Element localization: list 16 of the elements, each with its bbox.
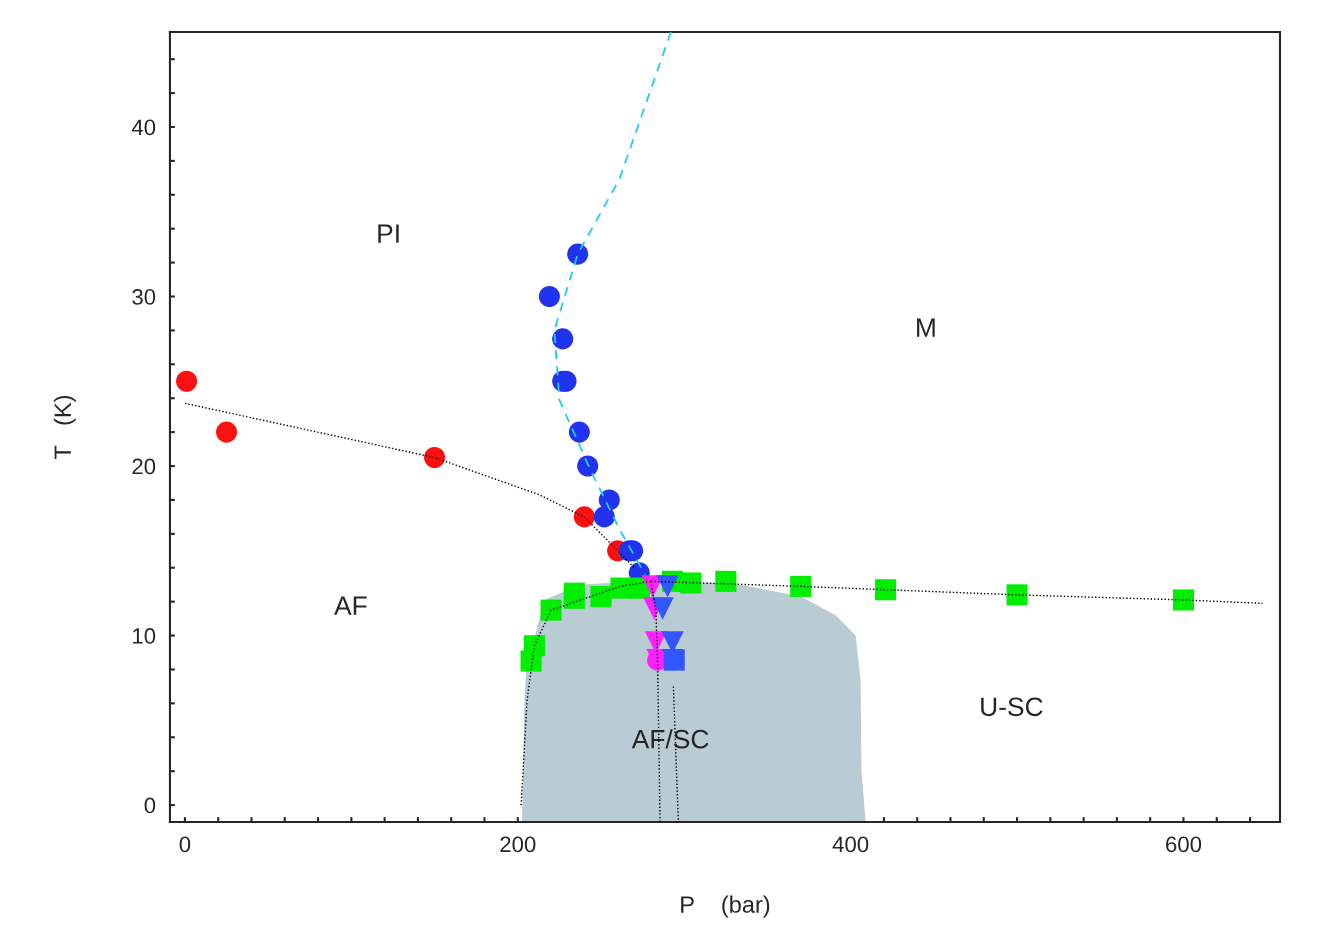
y-tick-label: 40 <box>131 119 156 136</box>
annotation: PI <box>378 224 399 243</box>
y-tick-label: 20 <box>132 458 156 475</box>
annotation: U-SC <box>981 697 1043 717</box>
x-axis-title: P (bar) <box>681 895 770 918</box>
y-tick-label: 0 <box>144 797 156 814</box>
annotation: M <box>917 318 935 337</box>
x-tick-label: 400 <box>832 836 869 853</box>
x-tick-label: 600 <box>1166 836 1202 853</box>
x-tick-label: 200 <box>500 836 536 853</box>
annotation: AF <box>334 596 367 615</box>
y-axis-title: T (K) <box>53 395 76 460</box>
y-tick-label: 10 <box>133 628 156 644</box>
y-tick-label: 30 <box>132 289 156 305</box>
annotation: AF/SC <box>631 729 709 749</box>
x-tick-label: 0 <box>179 836 191 853</box>
